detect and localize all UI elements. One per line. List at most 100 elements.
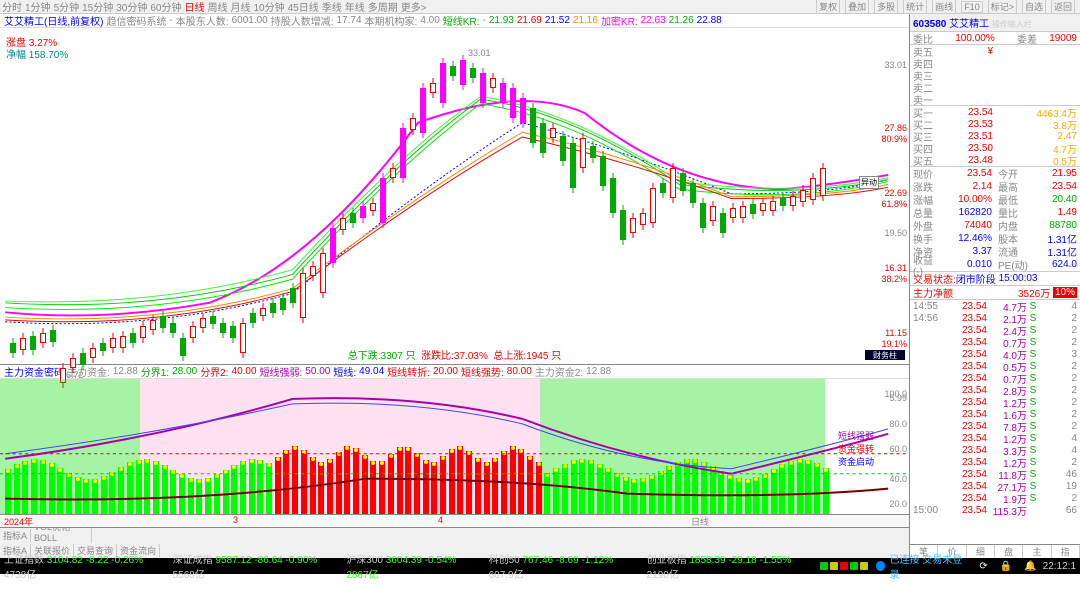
right-tab-5[interactable]: 指 (1052, 545, 1080, 558)
indicator-bar (266, 463, 272, 515)
indicator-tabs: 指标A GSTQ疯狂庄股趋信选股趋信密码系统波段操盘系统机妖股显身板MACDRS… (0, 528, 909, 543)
btn-back[interactable]: 返回 (1051, 0, 1075, 14)
traffic-lights (820, 562, 868, 570)
indicator-bar (423, 460, 429, 514)
indicator-bar (240, 461, 246, 514)
indicator-chart[interactable]: 100.080.060.040.020.0 短线强弱 资金强转 资金启动 (0, 379, 909, 515)
quote-PE(动): PE(动)624.0 (995, 258, 1080, 271)
indicator-bar (588, 460, 594, 514)
right-tab-4[interactable]: 主 (1023, 545, 1051, 558)
indicator-bar (188, 478, 194, 514)
interval-14[interactable]: 更多> (401, 0, 427, 14)
interval-13[interactable]: 多周期 (368, 0, 398, 14)
interval-toolbar: 分时 1分钟 5分钟 15分钟 30分钟 60分钟 日线 周线 月线 10分钟 … (0, 0, 1080, 14)
indicator-bar (136, 460, 142, 514)
btn-fav[interactable]: 自选 (1022, 0, 1046, 14)
interval-12[interactable]: 年线 (345, 0, 365, 14)
indicator-bar (666, 466, 672, 514)
interval-2[interactable]: 5分钟 (54, 0, 80, 14)
indicator-bar (301, 450, 307, 514)
index-沪深300[interactable]: 沪深300 3604.39 -0.54% 2867亿 (346, 551, 478, 581)
indicator-bar (231, 465, 237, 514)
interval-10[interactable]: 45日线 (288, 0, 319, 14)
order-row: 卖一 (910, 93, 1080, 105)
indicator-bar (196, 479, 202, 514)
indicator-bar (623, 477, 629, 514)
indicator-bar (336, 452, 342, 514)
indicator-bar (127, 462, 133, 514)
indicator-bar (649, 475, 655, 514)
btn-draw[interactable]: 画线 (932, 0, 956, 14)
btn-mark[interactable]: 标记> (988, 0, 1017, 14)
indicator-bar (457, 446, 463, 514)
interval-5[interactable]: 60分钟 (150, 0, 181, 14)
btn-f10[interactable]: F10 (961, 1, 983, 13)
indicator-bar (22, 461, 28, 514)
bell-icon[interactable]: 🔔 (1024, 561, 1036, 572)
indicator-bar (144, 459, 150, 514)
refresh-icon[interactable]: ⟳ (979, 561, 987, 572)
right-tab-3[interactable]: 盘 (995, 545, 1023, 558)
indicator-bar (75, 477, 81, 514)
indicator-bar (153, 461, 159, 514)
indicator-bar (118, 467, 124, 514)
indicator-bar (571, 460, 577, 514)
interval-9[interactable]: 10分钟 (254, 0, 285, 14)
interval-3[interactable]: 15分钟 (82, 0, 113, 14)
indicator-bar (597, 464, 603, 514)
indicator-bar (501, 451, 507, 514)
tick-list[interactable]: 14:5523.544.7万S414:5623.542.1万S223.542.4… (910, 300, 1080, 544)
chart-info-line: 艾艾精工(日线,前复权) 趋信密码系统 - 本股东人数: 6001.00 持股人… (0, 14, 909, 28)
indicator-bar (344, 446, 350, 514)
indicator-bar (527, 456, 533, 514)
indicator-bar (675, 462, 681, 514)
indicator-bar (718, 471, 724, 514)
stock-title: 艾艾精工(日线,前复权) (4, 13, 103, 28)
net-flow: 主力净额 3526万 10% (910, 286, 1080, 300)
interval-11[interactable]: 季线 (322, 0, 342, 14)
buy-orders: 买一23.544463.4万买二23.533.8万买三23.512.47买四23… (910, 106, 1080, 167)
indicator-bar (745, 479, 751, 514)
gain-labels: 涨盘 3.27% 净幅 158.70% (6, 34, 68, 61)
btn-overlay[interactable]: 叠加 (845, 0, 869, 14)
clock: 22:12:1 (1043, 561, 1076, 572)
indicator-bar (353, 448, 359, 514)
candlestick-chart[interactable]: 涨盘 3.27% 净幅 158.70% 33.0127.8680.9%22.69… (0, 28, 909, 365)
indicator-tab-11[interactable]: BOLL (31, 533, 92, 543)
interval-6[interactable]: 日线 (185, 0, 205, 14)
index-科创50[interactable]: 科创50 767.46 -8.69 -1.12% 607.9亿 (489, 551, 637, 581)
interval-7[interactable]: 周线 (208, 0, 228, 14)
indicator-bar (449, 449, 455, 514)
interval-4[interactable]: 30分钟 (116, 0, 147, 14)
indicator-bar (484, 462, 490, 514)
indicator-bar (579, 459, 585, 514)
btn-multi[interactable]: 多股 (874, 0, 898, 14)
indicator-bar (283, 450, 289, 514)
indicator-bar (327, 459, 333, 514)
btn-stats[interactable]: 统计 (903, 0, 927, 14)
indicator-bar (640, 478, 646, 514)
indicator-bar (823, 468, 829, 514)
interval-0[interactable]: 分时 (2, 0, 22, 14)
connection-status: 已连接 交易未登录 (889, 551, 965, 581)
index-创业板指[interactable]: 创业板指 1858.39 -29.18 -1.55% 2190亿 (647, 551, 811, 581)
right-tab-2[interactable]: 细 (967, 545, 995, 558)
interval-8[interactable]: 月线 (231, 0, 251, 14)
index-深证成指[interactable]: 深证成指 9587.12 -86.64 -0.90% 5568亿 (173, 551, 337, 581)
indicator-bar (57, 468, 63, 514)
tab-btm-0[interactable]: 指标A (0, 529, 31, 542)
btn-fuquan[interactable]: 复权 (816, 0, 840, 14)
indicator-bar (553, 468, 559, 514)
index-上证指数[interactable]: 上证指数 3104.82 -8.22 -0.26% 4738亿 (4, 551, 163, 581)
interval-1[interactable]: 1分钟 (25, 0, 51, 14)
indicator-bar (631, 479, 637, 514)
lock-icon[interactable]: 🔒 (1000, 561, 1012, 572)
indicator-bar (466, 451, 472, 514)
indicator-bar (370, 461, 376, 514)
quote-panel: 603580 艾艾精工 操作输入栏 委比 100.00% 委差 19009 卖五… (910, 14, 1080, 558)
indicator-bar (492, 458, 498, 514)
indicator-bar (388, 454, 394, 514)
indicator-bar (397, 447, 403, 514)
chart-summary: 总下跌:3307 只 涨跌比:37.03% 总上涨:1945 只 (348, 347, 561, 362)
indicator-bar (701, 462, 707, 514)
